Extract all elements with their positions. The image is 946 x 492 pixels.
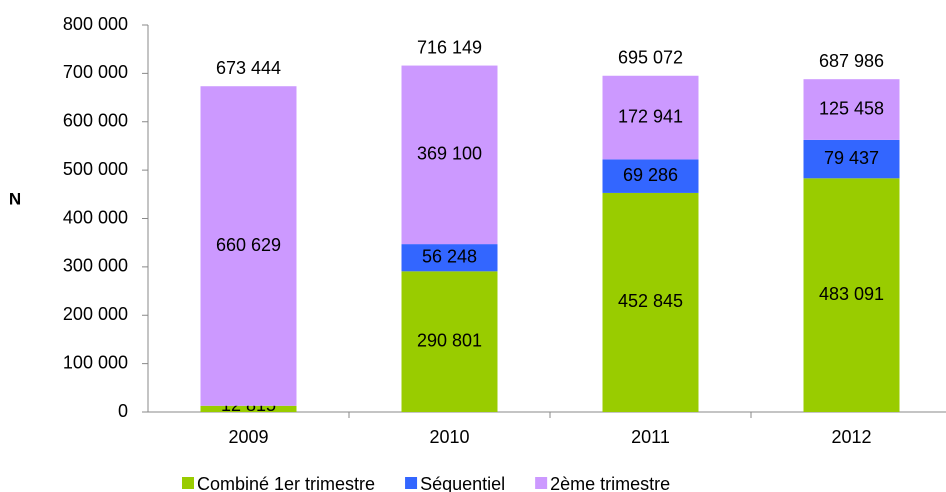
- value-label: 290 801: [417, 330, 482, 350]
- legend-label: Séquentiel: [420, 474, 505, 492]
- y-axis-label: N: [9, 189, 21, 208]
- total-label: 695 072: [618, 48, 683, 68]
- bar-segment: [401, 244, 498, 272]
- legend-swatch: [405, 477, 418, 489]
- bar-segment: [200, 405, 297, 412]
- legend-label: 2ème trimestre: [550, 474, 670, 492]
- bar-segment: [602, 159, 699, 193]
- bar-segment: [200, 86, 297, 406]
- bar-segment: [401, 271, 498, 412]
- y-tick-label: 400 000: [63, 207, 128, 227]
- y-tick-label: 700 000: [63, 62, 128, 82]
- total-label: 673 444: [216, 58, 281, 78]
- x-tick-label: 2011: [631, 427, 670, 447]
- value-label: 660 629: [216, 235, 281, 255]
- value-label: 452 845: [618, 291, 683, 311]
- y-tick-label: 500 000: [63, 159, 128, 179]
- value-label: 172 941: [618, 106, 683, 126]
- value-label: 125 458: [819, 98, 884, 118]
- x-tick-label: 2012: [831, 427, 871, 447]
- y-tick-label: 100 000: [63, 352, 128, 372]
- y-tick-label: 200 000: [63, 304, 128, 324]
- y-tick-label: 0: [118, 401, 128, 421]
- y-tick-label: 600 000: [63, 111, 128, 131]
- bar-segment: [803, 139, 900, 179]
- x-tick-label: 2009: [228, 427, 268, 447]
- legend-swatch: [182, 477, 194, 489]
- legend-swatch: [535, 477, 548, 489]
- legend-label: Combiné 1er trimestre: [197, 474, 375, 492]
- value-label: 79 437: [824, 148, 879, 168]
- bar-segment: [401, 65, 498, 245]
- y-tick-label: 800 000: [63, 14, 128, 34]
- value-label: 369 100: [417, 144, 482, 164]
- x-tick-label: 2010: [429, 427, 469, 447]
- value-label: 56 248: [422, 246, 477, 266]
- value-label: 69 286: [623, 165, 678, 185]
- total-label: 687 986: [819, 51, 884, 71]
- y-tick-label: 300 000: [63, 256, 128, 276]
- bar-segment: [803, 79, 900, 140]
- bar-segment: [602, 75, 699, 160]
- total-label: 716 149: [417, 37, 482, 57]
- value-label: 483 091: [819, 284, 884, 304]
- bar-segment: [803, 178, 900, 412]
- bar-segment: [602, 192, 699, 412]
